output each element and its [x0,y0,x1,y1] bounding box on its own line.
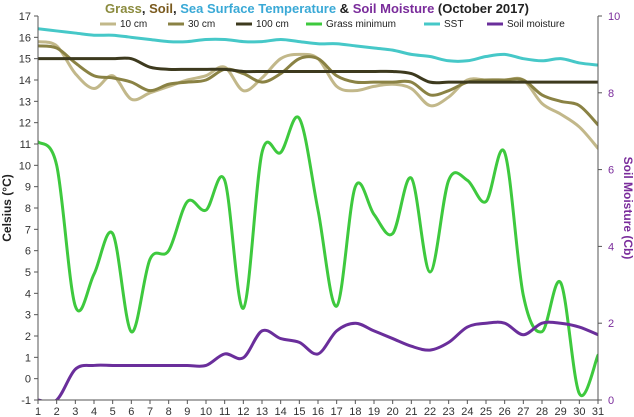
y2-tick-label: 2 [608,318,614,330]
x-tick-label: 1 [35,406,41,417]
x-tick-label: 14 [275,406,287,417]
x-tick-label: 11 [219,406,230,417]
x-tick-label: 21 [405,406,417,417]
series-line-grass-minimum [38,115,598,398]
x-tick-label: 20 [387,406,399,417]
x-tick-label: 15 [293,406,305,417]
y-tick-label: 3 [25,310,31,322]
x-tick-label: 7 [147,406,153,417]
y-tick-label: 11 [20,139,31,151]
legend-label: Grass minimum [326,19,396,30]
x-tick-label: 28 [536,406,548,417]
x-tick-label: 24 [461,406,473,417]
title-part-7: (October 2017) [434,1,529,16]
title-part-3: , [173,1,180,16]
x-tick-label: 27 [517,406,529,417]
y2-tick-label: 10 [608,11,620,23]
legend-label: 30 cm [188,19,215,30]
title-part-1: , [142,1,149,16]
y2-tick-label: 8 [608,88,614,100]
legend-label: 10 cm [120,19,147,30]
x-tick-label: 9 [184,406,190,417]
y-tick-label: 1 [25,352,31,364]
x-tick-label: 29 [555,406,567,417]
series-line-30-cm [38,44,598,127]
legend-label: Soil moisture [507,19,565,30]
x-tick-label: 4 [91,406,97,417]
series-line-100-cm [38,56,598,85]
y-tick-label: 2 [25,331,31,343]
y-tick-label: 15 [19,54,31,66]
x-tick-label: 22 [424,406,436,417]
x-tick-label: 23 [443,406,455,417]
y-axis-label: Celsius (°C) [0,174,14,241]
y-tick-label: -1 [21,395,31,407]
x-tick-label: 13 [256,406,268,417]
legend-label: 100 cm [256,19,289,30]
y-tick-label: 16 [19,32,31,44]
legend-label: SST [444,19,463,30]
y-axis-right: 0 2 4 6 8 10 [597,11,620,407]
y-tick-label: 12 [19,118,31,130]
x-tick-label: 26 [499,406,511,417]
x-tick-label: 25 [480,406,492,417]
x-tick-label: 16 [312,406,324,417]
title-part-2: Soil [149,1,173,16]
legend: 10 cm 30 cm 100 cm Grass minimum SST Soil moi… [100,19,565,30]
x-tick-label: 19 [368,406,380,417]
x-tick-label: 5 [110,406,116,417]
y2-axis-label: Soil Moisture (Cb) [621,157,634,260]
y-tick-label: 17 [19,11,31,23]
plot-area [38,27,598,400]
y-tick-label: 9 [25,182,31,194]
y-tick-label: 5 [25,267,31,279]
x-tick-label: 17 [331,406,343,417]
y-tick-label: 8 [25,203,31,215]
x-tick-label: 31 [592,406,604,417]
y-tick-label: 13 [19,96,31,108]
x-tick-label: 3 [72,406,78,417]
y-tick-label: 0 [25,374,31,386]
y2-tick-label: 4 [608,241,614,253]
title-part-0: Grass [105,1,142,16]
series-group [38,27,598,400]
x-tick-label: 2 [54,406,60,417]
x-tick-label: 6 [128,406,134,417]
x-axis: 1 2 3 4 5 6 7 8 9 10 11 12 13 14 15 16 17 18 19 20 21 22 23 24 2… [35,399,604,417]
title-part-6: Soil Moisture [353,1,435,16]
x-tick-label: 10 [200,406,212,417]
y-tick-label: 6 [25,246,31,258]
x-tick-label: 8 [166,406,172,417]
y-tick-label: 4 [25,288,31,300]
y-tick-label: 10 [19,160,31,172]
x-tick-label: 30 [573,406,585,417]
title-part-5: & [336,1,353,16]
y2-tick-label: 0 [608,395,614,407]
x-tick-label: 18 [349,406,361,417]
chart-title: Grass, Soil, Sea Surface Temperature & S… [105,1,529,16]
series-line-sst [38,27,598,67]
y-tick-label: 14 [19,75,31,87]
y-tick-label: 7 [25,224,31,236]
x-tick-label: 12 [237,406,249,417]
y2-tick-label: 6 [608,165,614,177]
series-line-soil-moisture [38,320,598,400]
title-part-4: Sea Surface Temperature [180,1,336,16]
